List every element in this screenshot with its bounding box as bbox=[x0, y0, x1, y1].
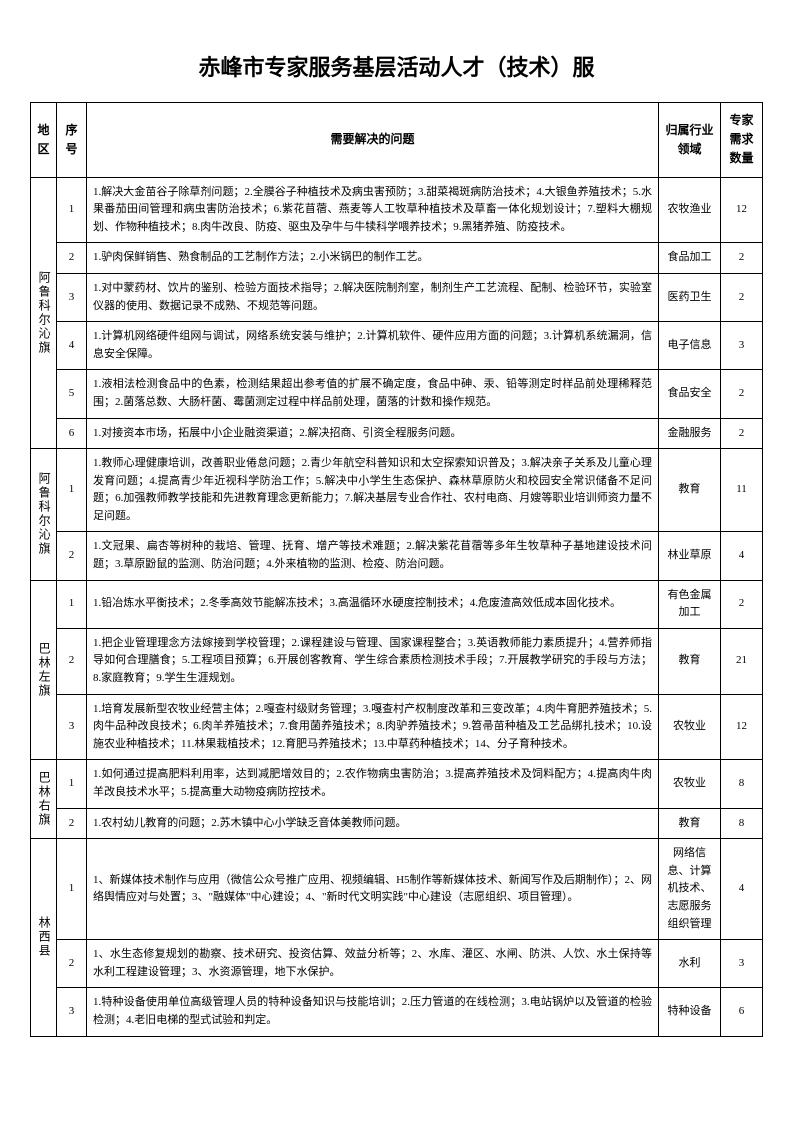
table-row: 21.农村幼儿教育的问题；2.苏木镇中心小学缺乏音体美教师问题。教育8 bbox=[31, 808, 763, 839]
problem-cell: 1.如何通过提高肥料利用率，达到减肥增效目的；2.农作物病虫害防治；3.提高养殖… bbox=[87, 760, 659, 808]
table-row: 51.液相法检测食品中的色素，检测结果超出参考值的扩展不确定度，食品中砷、汞、铅… bbox=[31, 370, 763, 418]
table-row: 21、水生态修复规划的勘察、技术研究、投资估算、效益分析等；2、水库、灌区、水闸… bbox=[31, 940, 763, 988]
count-cell: 2 bbox=[721, 418, 763, 449]
domain-cell: 食品安全 bbox=[659, 370, 721, 418]
num-cell: 3 bbox=[57, 694, 87, 760]
count-cell: 2 bbox=[721, 580, 763, 628]
problem-cell: 1.文冠果、扁杏等树种的栽培、管理、抚育、增产等技术难题；2.解决紫花苜蓿等多年… bbox=[87, 532, 659, 580]
domain-cell: 医药卫生 bbox=[659, 273, 721, 321]
domain-cell: 农牧业 bbox=[659, 694, 721, 760]
table-row: 31.对中蒙药材、饮片的鉴别、检验方面技术指导；2.解决医院制剂室，制剂生产工艺… bbox=[31, 273, 763, 321]
num-cell: 2 bbox=[57, 940, 87, 988]
count-cell: 4 bbox=[721, 532, 763, 580]
table-row: 阿鲁科尔沁旗11.解决大金苗谷子除草剂问题；2.全膜谷子种植技术及病虫害预防；3… bbox=[31, 177, 763, 243]
domain-cell: 网络信息、计算机技术、志愿服务组织管理 bbox=[659, 839, 721, 940]
page-title: 赤峰市专家服务基层活动人才（技术）服 bbox=[30, 50, 763, 82]
count-cell: 2 bbox=[721, 243, 763, 274]
domain-cell: 农牧渔业 bbox=[659, 177, 721, 243]
table-row: 31.特种设备使用单位高级管理人员的特种设备知识与技能培训；2.压力管道的在线检… bbox=[31, 988, 763, 1036]
problem-cell: 1.铅冶炼水平衡技术；2.冬季高效节能解冻技术；3.高温循环水硬度控制技术；4.… bbox=[87, 580, 659, 628]
table-row: 21.驴肉保鲜销售、熟食制品的工艺制作方法；2.小米锅巴的制作工艺。食品加工2 bbox=[31, 243, 763, 274]
header-count: 专家需求数量 bbox=[721, 103, 763, 178]
region-cell: 巴林右旗 bbox=[31, 760, 57, 839]
problem-cell: 1.教师心理健康培训，改善职业倦怠问题；2.青少年航空科普知识和太空探索知识普及… bbox=[87, 449, 659, 532]
num-cell: 1 bbox=[57, 580, 87, 628]
domain-cell: 水利 bbox=[659, 940, 721, 988]
problem-cell: 1.液相法检测食品中的色素，检测结果超出参考值的扩展不确定度，食品中砷、汞、铅等… bbox=[87, 370, 659, 418]
num-cell: 1 bbox=[57, 760, 87, 808]
header-num: 序号 bbox=[57, 103, 87, 178]
count-cell: 4 bbox=[721, 839, 763, 940]
num-cell: 4 bbox=[57, 322, 87, 370]
domain-cell: 林业草原 bbox=[659, 532, 721, 580]
table-row: 31.培育发展新型农牧业经营主体；2.嘎查村级财务管理；3.嘎查村产权制度改革和… bbox=[31, 694, 763, 760]
domain-cell: 农牧业 bbox=[659, 760, 721, 808]
header-row: 地区 序号 需要解决的问题 归属行业领域 专家需求数量 bbox=[31, 103, 763, 178]
count-cell: 3 bbox=[721, 940, 763, 988]
table-row: 61.对接资本市场，拓展中小企业融资渠道；2.解决招商、引资全程服务问题。金融服… bbox=[31, 418, 763, 449]
problem-cell: 1.解决大金苗谷子除草剂问题；2.全膜谷子种植技术及病虫害预防；3.甜菜褐斑病防… bbox=[87, 177, 659, 243]
count-cell: 11 bbox=[721, 449, 763, 532]
count-cell: 21 bbox=[721, 628, 763, 694]
table-row: 巴林左旗11.铅冶炼水平衡技术；2.冬季高效节能解冻技术；3.高温循环水硬度控制… bbox=[31, 580, 763, 628]
count-cell: 8 bbox=[721, 760, 763, 808]
problem-cell: 1.对接资本市场，拓展中小企业融资渠道；2.解决招商、引资全程服务问题。 bbox=[87, 418, 659, 449]
count-cell: 2 bbox=[721, 370, 763, 418]
main-table: 地区 序号 需要解决的问题 归属行业领域 专家需求数量 阿鲁科尔沁旗11.解决大… bbox=[30, 102, 763, 1037]
header-domain: 归属行业领域 bbox=[659, 103, 721, 178]
problem-cell: 1.计算机网络硬件组网与调试，网络系统安装与维护；2.计算机软件、硬件应用方面的… bbox=[87, 322, 659, 370]
domain-cell: 教育 bbox=[659, 628, 721, 694]
num-cell: 2 bbox=[57, 243, 87, 274]
domain-cell: 特种设备 bbox=[659, 988, 721, 1036]
count-cell: 12 bbox=[721, 177, 763, 243]
header-problem: 需要解决的问题 bbox=[87, 103, 659, 178]
num-cell: 2 bbox=[57, 808, 87, 839]
problem-cell: 1.把企业管理理念方法嫁接到学校管理；2.课程建设与管理、国家课程整合；3.英语… bbox=[87, 628, 659, 694]
region-cell: 阿鲁科尔沁旗 bbox=[31, 449, 57, 581]
num-cell: 5 bbox=[57, 370, 87, 418]
problem-cell: 1.驴肉保鲜销售、熟食制品的工艺制作方法；2.小米锅巴的制作工艺。 bbox=[87, 243, 659, 274]
domain-cell: 金融服务 bbox=[659, 418, 721, 449]
count-cell: 3 bbox=[721, 322, 763, 370]
header-region: 地区 bbox=[31, 103, 57, 178]
table-row: 阿鲁科尔沁旗11.教师心理健康培训，改善职业倦怠问题；2.青少年航空科普知识和太… bbox=[31, 449, 763, 532]
count-cell: 2 bbox=[721, 273, 763, 321]
num-cell: 1 bbox=[57, 177, 87, 243]
problem-cell: 1.特种设备使用单位高级管理人员的特种设备知识与技能培训；2.压力管道的在线检测… bbox=[87, 988, 659, 1036]
domain-cell: 电子信息 bbox=[659, 322, 721, 370]
table-row: 21.文冠果、扁杏等树种的栽培、管理、抚育、增产等技术难题；2.解决紫花苜蓿等多… bbox=[31, 532, 763, 580]
domain-cell: 教育 bbox=[659, 449, 721, 532]
num-cell: 1 bbox=[57, 449, 87, 532]
domain-cell: 食品加工 bbox=[659, 243, 721, 274]
count-cell: 12 bbox=[721, 694, 763, 760]
region-cell: 林西县 bbox=[31, 839, 57, 1036]
domain-cell: 有色金属加工 bbox=[659, 580, 721, 628]
num-cell: 2 bbox=[57, 532, 87, 580]
region-cell: 巴林左旗 bbox=[31, 580, 57, 760]
count-cell: 6 bbox=[721, 988, 763, 1036]
problem-cell: 1、新媒体技术制作与应用（微信公众号推广应用、视频编辑、H5制作等新媒体技术、新… bbox=[87, 839, 659, 940]
problem-cell: 1.培育发展新型农牧业经营主体；2.嘎查村级财务管理；3.嘎查村产权制度改革和三… bbox=[87, 694, 659, 760]
problem-cell: 1、水生态修复规划的勘察、技术研究、投资估算、效益分析等；2、水库、灌区、水闸、… bbox=[87, 940, 659, 988]
table-row: 41.计算机网络硬件组网与调试，网络系统安装与维护；2.计算机软件、硬件应用方面… bbox=[31, 322, 763, 370]
num-cell: 1 bbox=[57, 839, 87, 940]
num-cell: 3 bbox=[57, 273, 87, 321]
domain-cell: 教育 bbox=[659, 808, 721, 839]
num-cell: 3 bbox=[57, 988, 87, 1036]
region-cell: 阿鲁科尔沁旗 bbox=[31, 177, 57, 449]
table-row: 林西县11、新媒体技术制作与应用（微信公众号推广应用、视频编辑、H5制作等新媒体… bbox=[31, 839, 763, 940]
problem-cell: 1.对中蒙药材、饮片的鉴别、检验方面技术指导；2.解决医院制剂室，制剂生产工艺流… bbox=[87, 273, 659, 321]
num-cell: 6 bbox=[57, 418, 87, 449]
num-cell: 2 bbox=[57, 628, 87, 694]
table-row: 巴林右旗11.如何通过提高肥料利用率，达到减肥增效目的；2.农作物病虫害防治；3… bbox=[31, 760, 763, 808]
table-row: 21.把企业管理理念方法嫁接到学校管理；2.课程建设与管理、国家课程整合；3.英… bbox=[31, 628, 763, 694]
count-cell: 8 bbox=[721, 808, 763, 839]
problem-cell: 1.农村幼儿教育的问题；2.苏木镇中心小学缺乏音体美教师问题。 bbox=[87, 808, 659, 839]
